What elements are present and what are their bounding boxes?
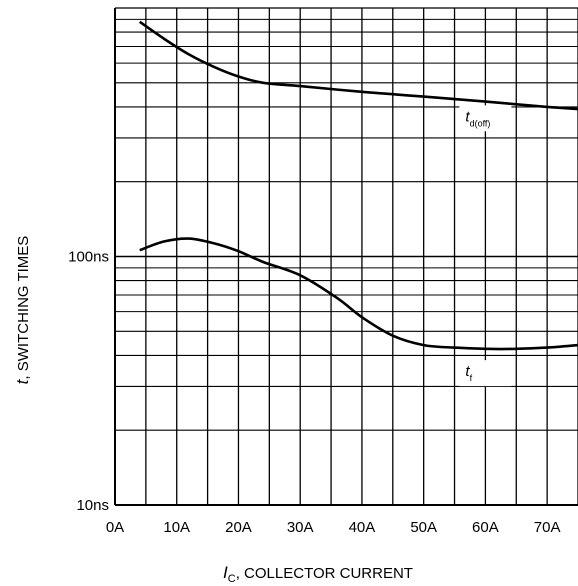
- x-axis-title-text: , COLLECTOR CURRENT: [236, 565, 413, 582]
- x-axis-title: IC, COLLECTOR CURRENT: [223, 563, 413, 585]
- x-tick-label: 20A: [225, 519, 252, 536]
- series-label-td-off-main: t: [465, 108, 470, 125]
- series-label-td-off: td(off): [465, 108, 490, 128]
- series-label-backdrop-0: [459, 105, 512, 132]
- x-tick-label: 60A: [472, 519, 499, 536]
- series-label-tf: tf: [465, 363, 472, 383]
- x-tick-label: 40A: [349, 519, 376, 536]
- x-axis-title-subscript: C: [228, 573, 236, 585]
- y-tick-label: 10ns: [76, 497, 109, 514]
- y-axis-title-symbol: t: [13, 378, 32, 384]
- y-axis-title: t, SWITCHING TIMES: [13, 236, 32, 385]
- series-label-tf-main: t: [465, 363, 470, 380]
- x-tick-label: 50A: [410, 519, 437, 536]
- y-axis-title-text: , SWITCHING TIMES: [15, 236, 32, 380]
- tick-labels: 0A 10A 20A 30A 40A 50A 60A 70A 10ns 100ns: [68, 249, 560, 537]
- x-tick-label: 30A: [287, 519, 314, 536]
- x-tick-label: 10A: [163, 519, 190, 536]
- series-label-backdrop-1: [459, 360, 512, 387]
- series-line-0: [138, 20, 578, 111]
- x-tick-label: 70A: [534, 519, 561, 536]
- x-axis-title-symbol: I: [223, 563, 228, 582]
- y-tick-label: 100ns: [68, 249, 109, 266]
- series-line-1: [139, 237, 578, 351]
- x-tick-label: 0A: [106, 519, 124, 536]
- series-label-td-off-sub: d(off): [470, 118, 491, 128]
- series-layer: [138, 20, 578, 387]
- grid: [114, 7, 578, 506]
- series-label-tf-sub: f: [470, 373, 473, 383]
